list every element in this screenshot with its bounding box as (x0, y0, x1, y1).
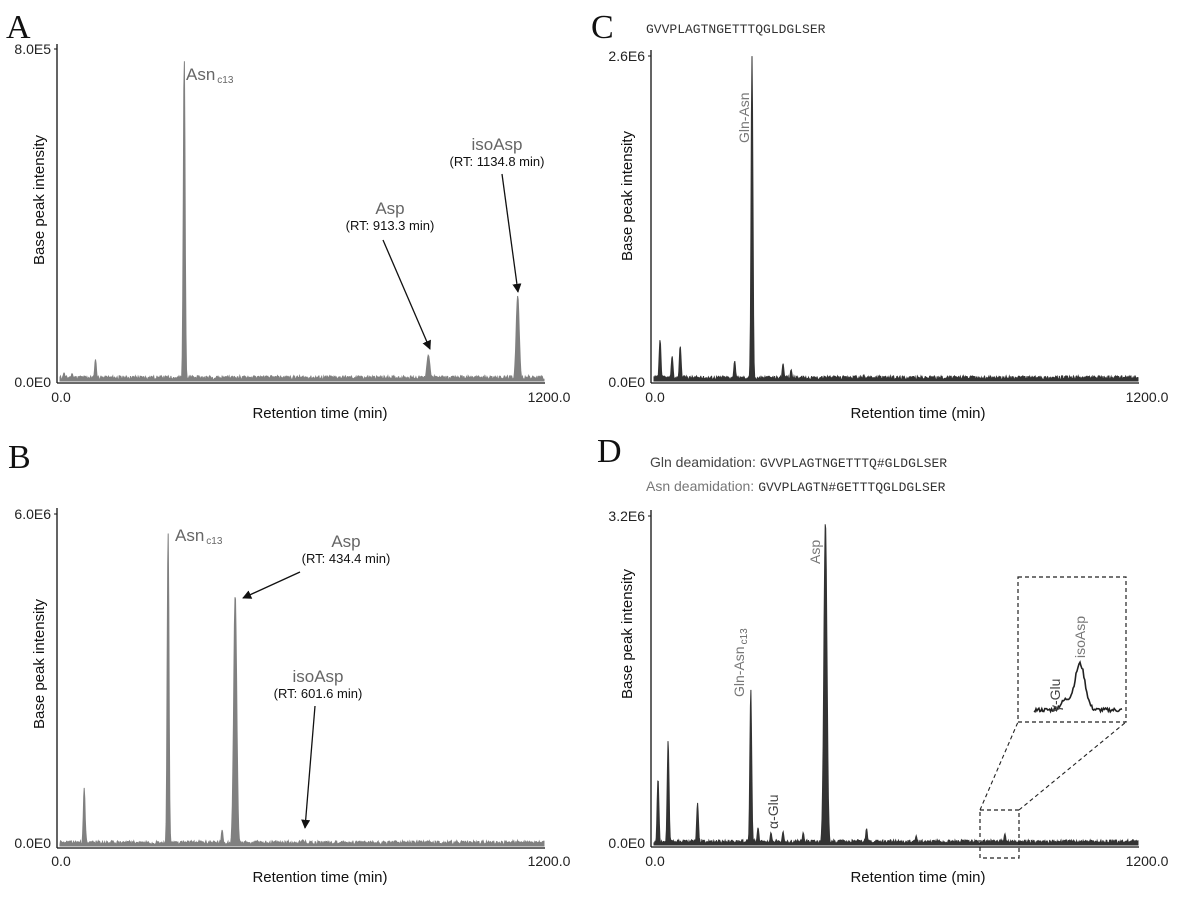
x-tick-label-b-max: 1200.0 (528, 853, 571, 869)
label-asn-a: Asn c13 (186, 65, 234, 86)
y-tick-label-a-min: 0.0E0 (14, 374, 51, 390)
trace-d (653, 524, 1139, 846)
y-tick-label-b-max: 6.0E6 (14, 506, 51, 522)
panel-a-axes: 8.0E5 0.0E0 0.0 1200.0 Retention time (m… (14, 41, 570, 422)
arrow-isoasp-a (501, 173, 522, 293)
panel-c: C GVVPLAGTNGETTTQGLDGLSER 2.6E6 0.0E0 0.… (591, 9, 1169, 422)
trace-c (653, 56, 1139, 382)
panel-letter-c: C (591, 9, 614, 46)
x-tick-label-b-min: 0.0 (51, 853, 71, 869)
x-tick-label-a-min: 0.0 (51, 389, 71, 405)
x-tick-label-d-min: 0.0 (645, 853, 665, 869)
sequence-c: GVVPLAGTNGETTTQGLDGLSER (646, 22, 826, 37)
rt-isoasp-a: (RT: 1134.8 min) (450, 154, 545, 169)
label-isoasp-a: isoAsp (471, 135, 522, 154)
panel-b: B 6.0E6 0.0E0 0.0 1200.0 Retention time … (8, 439, 571, 886)
legend-asn-seq: GVVPLAGTN#GETTTQGLDGLSER (758, 480, 945, 495)
label-gln-asn-c: Gln-Asn (736, 92, 752, 143)
label-alpha-glu-d: α-Glu (765, 794, 781, 829)
x-tick-label-d-max: 1200.0 (1126, 853, 1169, 869)
label-asn-b: Asn c13 (175, 526, 223, 547)
arrow-asp-b (242, 571, 301, 599)
legend-asn-line: Asn deamidation: GVVPLAGTN#GETTTQGLDGLSER (646, 478, 946, 495)
label-isoasp-b: isoAsp (292, 667, 343, 686)
zoom-connector-left (979, 721, 1019, 811)
panel-letter-a: A (6, 9, 31, 46)
x-axis-label-a: Retention time (min) (252, 405, 387, 422)
annotations-a: Asn c13 Asp (RT: 913.3 min) isoAsp (RT: 1… (186, 65, 545, 350)
y-tick-label-a-max: 8.0E5 (14, 41, 51, 57)
zoom-connector-right (1018, 721, 1127, 811)
panel-b-axes: 6.0E6 0.0E0 0.0 1200.0 Retention time (m… (14, 506, 570, 886)
y-tick-label-b-min: 0.0E0 (14, 835, 51, 851)
x-axis-label-c: Retention time (min) (850, 405, 985, 422)
panel-d-axes: 3.2E6 0.0E0 0.0 1200.0 Retention time (m… (608, 508, 1168, 886)
annotations-c: Gln-Asn (736, 92, 752, 143)
y-tick-label-d-max: 3.2E6 (608, 508, 645, 524)
label-asp-b: Asp (331, 532, 360, 551)
label-gln-asn-d: Gln-Asnc13 (731, 628, 750, 697)
y-axis-label-b: Base peak intensity (31, 598, 48, 729)
annotations-d: Gln-Asnc13 Asp α-Glu γ-Glu isoAsp (731, 540, 1127, 859)
panel-letter-d: D (597, 433, 622, 470)
legend-gln-label: Gln deamidation: (650, 454, 756, 470)
trace-b (59, 533, 545, 847)
x-axis-label-d: Retention time (min) (850, 869, 985, 886)
y-axis-label-a: Base peak intensity (31, 134, 48, 265)
inset-box (1017, 576, 1127, 723)
trace-a (59, 61, 545, 382)
arrow-isoasp-b (301, 705, 316, 829)
y-axis-label-c: Base peak intensity (619, 130, 636, 261)
rt-isoasp-b: (RT: 601.6 min) (274, 686, 363, 701)
label-asp-a: Asp (375, 199, 404, 218)
rt-asp-a: (RT: 913.3 min) (346, 218, 435, 233)
inset-label-isoasp: isoAsp (1072, 616, 1088, 658)
x-tick-label-a-max: 1200.0 (528, 389, 571, 405)
arrow-asp-a (382, 239, 431, 350)
legend-gln-line: Gln deamidation: GVVPLAGTNGETTTQ#GLDGLSER (650, 454, 947, 471)
x-tick-label-c-max: 1200.0 (1126, 389, 1169, 405)
y-tick-label-d-min: 0.0E0 (608, 835, 645, 851)
y-tick-label-c-min: 0.0E0 (608, 374, 645, 390)
panel-c-axes: 2.6E6 0.0E0 0.0 1200.0 Retention time (m… (608, 48, 1168, 422)
label-asp-d: Asp (807, 540, 823, 564)
panel-d: D Gln deamidation: GVVPLAGTNGETTTQ#GLDGLS… (597, 433, 1169, 886)
y-tick-label-c-max: 2.6E6 (608, 48, 645, 64)
y-axis-label-d: Base peak intensity (619, 568, 636, 699)
panel-a: A 8.0E5 0.0E0 0.0 1200.0 Retention time … (6, 9, 571, 422)
annotations-b: Asn c13 Asp (RT: 434.4 min) isoAsp (RT: 6… (175, 526, 391, 829)
legend-asn-label: Asn deamidation: (646, 478, 754, 494)
inset-trace (1033, 660, 1123, 714)
panel-letter-b: B (8, 439, 31, 476)
x-axis-label-b: Retention time (min) (252, 869, 387, 886)
inset-label-gamma-glu: γ-Glu (1047, 679, 1063, 712)
legend-d: Gln deamidation: GVVPLAGTNGETTTQ#GLDGLSER… (646, 454, 947, 495)
zoom-region-box (979, 809, 1020, 859)
legend-gln-seq: GVVPLAGTNGETTTQ#GLDGLSER (760, 456, 947, 471)
x-tick-label-c-min: 0.0 (645, 389, 665, 405)
inset-d: γ-Glu isoAsp (1017, 576, 1127, 723)
rt-asp-b: (RT: 434.4 min) (302, 551, 391, 566)
